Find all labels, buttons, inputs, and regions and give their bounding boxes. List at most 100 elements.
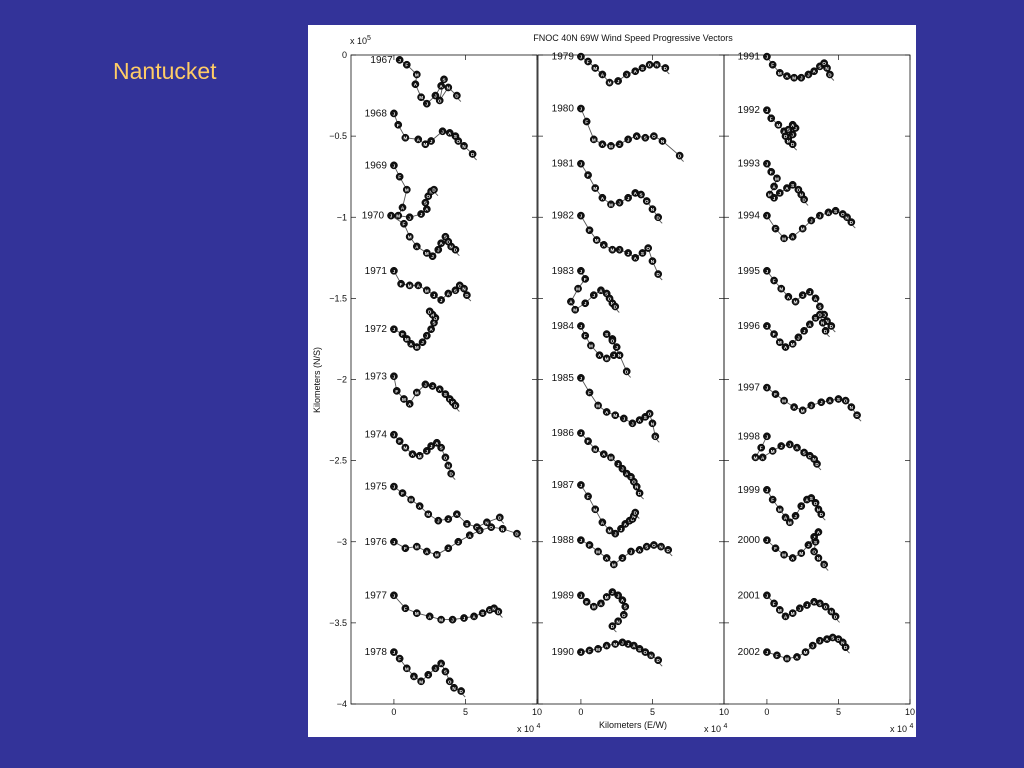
y-tick-label: −2.5 [329,456,347,466]
month-letter: J [617,79,620,84]
month-letter: J [766,108,769,113]
month-marker [498,524,507,533]
month-marker [622,367,631,376]
vector-track [580,108,684,162]
month-marker [788,232,797,241]
month-letter: A [805,498,809,503]
month-marker [571,305,580,314]
month-letter: M [402,397,406,402]
month-letter: A [428,614,432,619]
month-marker [834,395,843,403]
year-label: 2001 [738,590,761,601]
month-letter: F [588,228,591,233]
month-letter: O [841,212,845,217]
month-marker [430,291,438,299]
month-letter: S [818,304,821,309]
month-marker [793,653,801,661]
month-marker [648,257,657,265]
month-letter: S [605,292,608,297]
month-letter: N [830,610,834,615]
month-letter: N [825,319,829,324]
series-1992: 1992JFMAMJJASOND [738,105,800,151]
month-marker [784,292,793,301]
month-letter: J [621,556,624,561]
month-letter: A [784,515,788,520]
x-tick-label: 10 [532,707,542,717]
year-label: 1983 [552,266,575,277]
month-marker [763,383,771,392]
month-marker [390,325,398,334]
month-letter: N [817,507,821,512]
month-marker [589,135,598,144]
month-marker [602,593,611,601]
month-marker [821,326,830,335]
month-marker [422,249,431,257]
month-letter: F [587,59,590,64]
month-marker [615,351,624,360]
month-letter: S [424,201,427,206]
month-letter: J [621,467,624,472]
month-letter: M [419,95,423,100]
month-letter: M [801,408,805,413]
month-marker [585,541,594,549]
year-label: 1969 [365,160,388,171]
month-marker [654,213,663,222]
month-marker [494,607,503,616]
month-letter: J [618,248,621,253]
month-marker [621,602,630,611]
month-letter: N [841,640,845,645]
month-marker [402,664,411,673]
vector-track [580,163,663,224]
month-letter: J [766,593,769,598]
month-marker [775,505,784,514]
month-letter: A [439,241,443,246]
month-marker [783,184,791,192]
month-marker [417,93,425,102]
month-marker [407,339,415,348]
month-letter: D [667,548,671,553]
month-marker [405,232,414,241]
month-letter: N [431,313,435,318]
month-marker [598,193,607,202]
month-marker [451,286,460,295]
month-letter: J [766,434,769,439]
month-marker [608,622,617,630]
month-letter: F [398,439,401,444]
month-letter: S [442,77,445,82]
month-marker [824,208,833,217]
month-letter: J [463,616,466,621]
month-letter: M [408,235,412,240]
month-letter: J [791,133,794,138]
month-letter: J [420,212,423,217]
month-marker [602,641,611,650]
month-marker [437,659,445,668]
month-letter: A [417,137,421,142]
month-marker [624,249,632,257]
month-marker [807,494,816,502]
month-marker [408,450,417,458]
month-marker [611,529,620,538]
month-marker [800,195,808,204]
month-letter: O [814,501,818,506]
month-marker [619,610,628,619]
month-marker [827,607,836,616]
month-letter: S [465,522,468,527]
month-letter: M [613,413,617,418]
month-letter: N [449,244,453,249]
month-marker [770,182,778,191]
month-letter: M [593,447,597,452]
month-marker [757,443,766,452]
month-letter: O [652,543,656,548]
month-marker [823,64,831,72]
month-marker [614,617,622,626]
month-letter: O [812,549,816,554]
month-marker [781,612,790,621]
month-marker [770,276,778,285]
month-letter: M [592,137,596,142]
month-marker [577,429,585,437]
month-marker [441,453,450,462]
month-marker [642,197,651,205]
